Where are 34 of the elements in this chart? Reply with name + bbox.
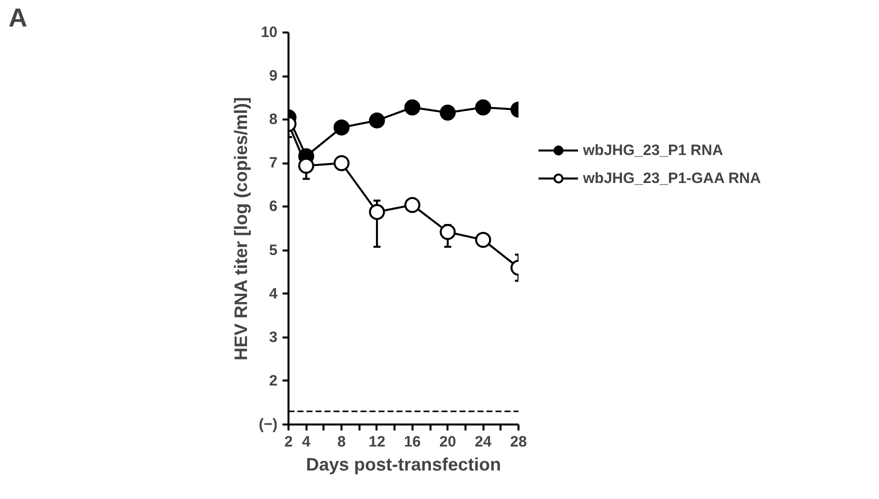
y-tick-label: 2 [269, 372, 278, 390]
text: A [8, 2, 28, 32]
x-tick-label: 28 [510, 434, 527, 450]
point [475, 232, 492, 248]
legend-label: wbJHG_23_P1-GAA RNA [583, 170, 761, 186]
point [404, 196, 420, 213]
y-tick-label: (−) [258, 416, 278, 433]
point [334, 119, 350, 136]
x-tick-label: 16 [404, 434, 421, 450]
y-tick-label: 8 [269, 111, 278, 128]
point [368, 112, 385, 128]
y-tick-label: 10 [260, 24, 278, 41]
x-tick-label: 2 [284, 434, 293, 450]
x-tick-label: 24 [474, 434, 492, 450]
legend-label: wbJHG_23_P1 RNA [583, 142, 724, 158]
point [334, 155, 350, 172]
point [440, 104, 456, 121]
y-axis-title: HEV RNA titer [log (copies/ml)] [230, 97, 251, 361]
y-tick-label: 7 [269, 154, 278, 172]
y-tick-label: 5 [269, 242, 278, 259]
point [475, 99, 492, 116]
point [404, 99, 420, 116]
point [440, 224, 456, 240]
x-tick-label: 4 [302, 434, 312, 450]
x-axis-title: Days post-transfection [306, 454, 502, 474]
y-tick-label: 6 [269, 198, 278, 216]
x-tick-label: 8 [337, 434, 346, 450]
y-tick-label: 9 [269, 68, 278, 85]
y-tick-label: 3 [269, 328, 278, 346]
point [298, 158, 314, 174]
x-tick-label: 12 [368, 434, 386, 450]
point [368, 204, 385, 220]
x-tick-label: 20 [439, 434, 456, 450]
y-tick-label: 4 [269, 285, 278, 302]
